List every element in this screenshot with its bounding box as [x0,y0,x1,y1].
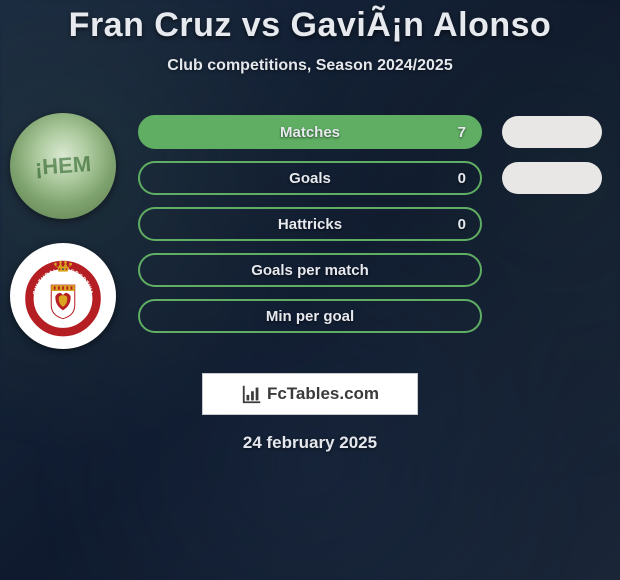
fctables-label: FcTables.com [267,384,379,404]
subtitle: Club competitions, Season 2024/2025 [0,57,620,75]
shield-icon: CULTURAL Y DEPORTIVA LEONESA [21,254,105,338]
opponent-value-pill [502,162,602,194]
stat-label: Goals [289,170,331,187]
stat-label: Hattricks [278,216,342,233]
fctables-logo[interactable]: FcTables.com [202,373,418,415]
stat-value-left: 7 [458,124,466,141]
stat-rows: Matches 7 Goals 0 Hattricks 0 Goals per match M… [138,115,482,345]
stat-label: Matches [280,124,340,141]
club-crest: CULTURAL Y DEPORTIVA LEONESA [10,243,116,349]
stat-row: Matches 7 [138,115,482,149]
player-avatar: ¡HEM [10,113,116,219]
stat-row: Min per goal [138,299,482,333]
stat-row: Hattricks 0 [138,207,482,241]
stat-value-left: 0 [458,216,466,233]
stats-area: ¡HEM CULTURAL Y DEPORTIVA LEONESA [0,113,620,363]
stat-label: Goals per match [251,262,369,279]
stat-row: Goals 0 [138,161,482,195]
date-stamp: 24 february 2025 [0,433,620,453]
stat-label: Min per goal [266,308,354,325]
stat-value-left: 0 [458,170,466,187]
bar-chart-icon [241,383,263,405]
opponent-value-pill [502,116,602,148]
page-title: Fran Cruz vs GaviÃ¡n Alonso [0,6,620,45]
jersey-text: ¡HEM [10,113,116,219]
stat-row: Goals per match [138,253,482,287]
